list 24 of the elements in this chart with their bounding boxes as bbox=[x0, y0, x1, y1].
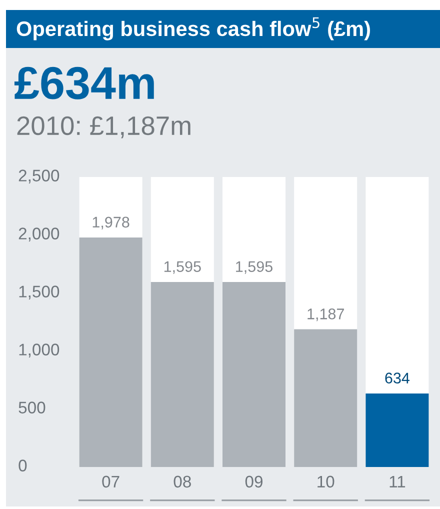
data-label: 1,978 bbox=[92, 216, 130, 230]
x-tick-label: 11 bbox=[390, 476, 406, 488]
y-tick-label: 500 bbox=[18, 402, 46, 414]
x-tick-label: 09 bbox=[245, 476, 262, 488]
text: 2010: £1,187m bbox=[17, 116, 190, 138]
x-tick-label: 07 bbox=[102, 476, 120, 488]
bar bbox=[294, 329, 358, 467]
y-tick-label: 1,500 bbox=[19, 286, 60, 300]
data-label: 634 bbox=[385, 372, 410, 384]
y-tick-label: 2,000 bbox=[18, 228, 60, 242]
x-tick-label: 10 bbox=[318, 476, 334, 488]
y-tick-label: 1,000 bbox=[19, 344, 60, 358]
y-tick-label: 2,500 bbox=[18, 170, 60, 184]
data-label: 1,595 bbox=[164, 261, 201, 274]
x-tick-label: 08 bbox=[174, 476, 191, 488]
chart-subtitle: £634m bbox=[14, 66, 154, 100]
bar bbox=[222, 282, 286, 467]
bar bbox=[366, 393, 429, 467]
data-label: 1,595 bbox=[236, 261, 272, 274]
y-tick-label: 0 bbox=[18, 460, 27, 472]
bar bbox=[79, 238, 142, 467]
chart-title: Operating business cash flow$^{5}$ (£m) bbox=[16, 17, 370, 40]
data-label: 1,187 bbox=[308, 308, 344, 322]
bar bbox=[150, 282, 214, 467]
